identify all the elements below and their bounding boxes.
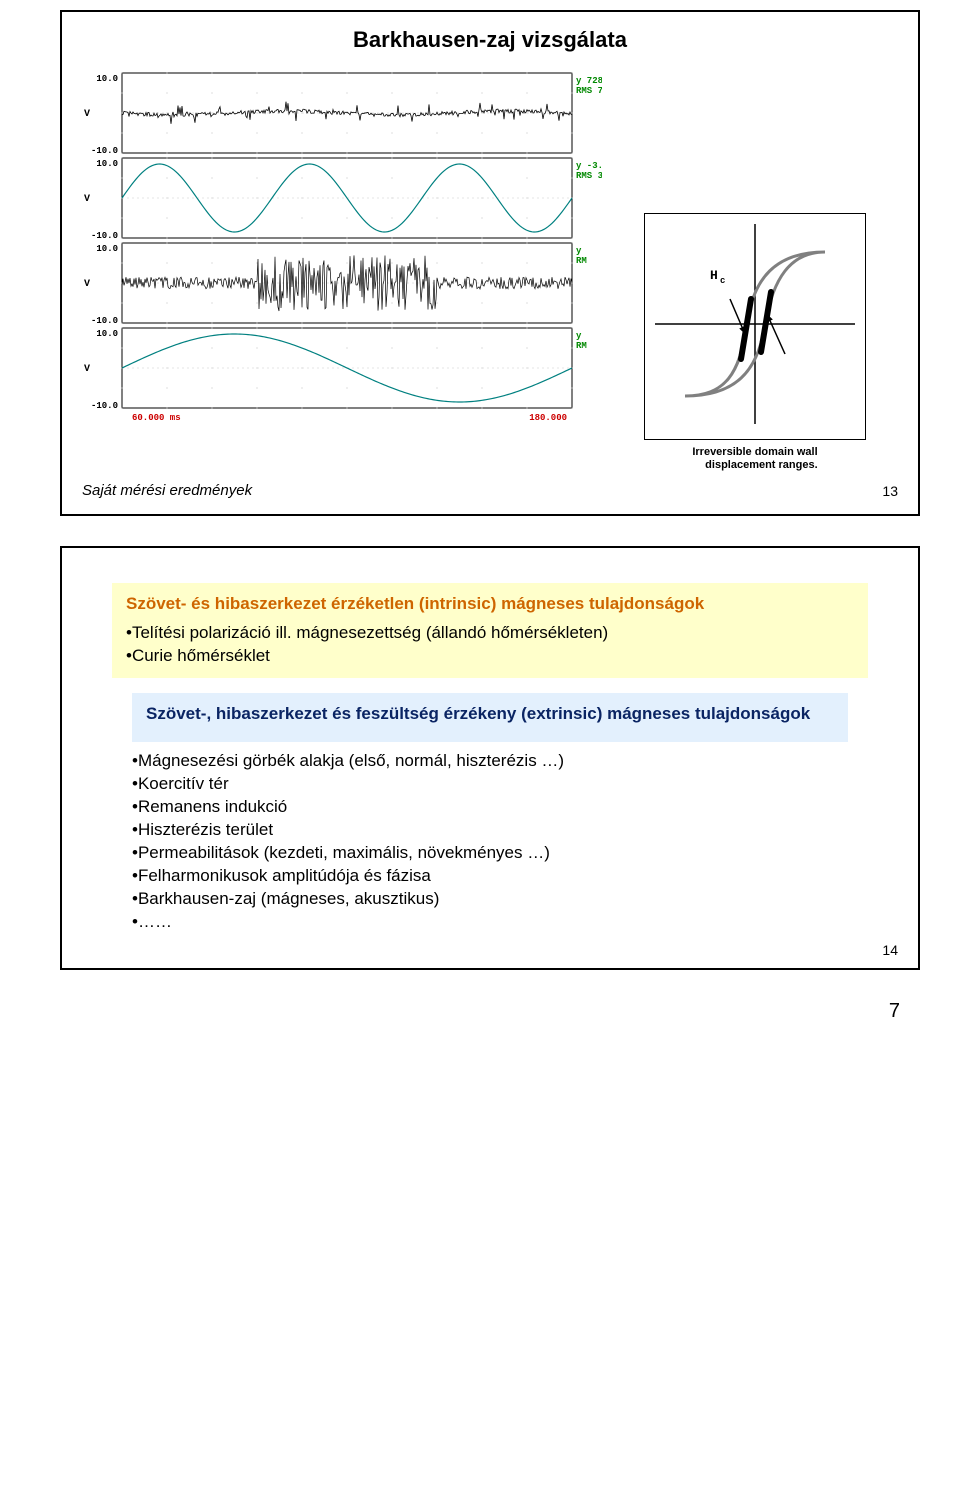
svg-text:RMS 728.000 mV: RMS 728.000 mV (576, 86, 602, 96)
svg-text:V: V (84, 194, 90, 205)
slide-1: Barkhausen-zaj vizsgálata 10.0 -10.0 Vy 72… (60, 10, 920, 516)
svg-text:H: H (710, 268, 718, 283)
svg-text:y: y (576, 331, 582, 341)
bullet-item: •Permeabilitások (kezdeti, maximális, nö… (132, 842, 848, 865)
svg-text:RM: RM (576, 256, 587, 266)
svg-text:10.0: 10.0 (96, 74, 118, 84)
waveform-column: 10.0 -10.0 Vy 728.000 mVRMS 728.000 mV 10.0… (82, 63, 602, 428)
svg-text:60.000 ms: 60.000 ms (132, 413, 181, 423)
svg-text:10.0: 10.0 (96, 159, 118, 169)
svg-text:y: y (576, 246, 582, 256)
extrinsic-heading: Szövet-, hibaszerkezet és feszültség érz… (146, 703, 834, 726)
slide1-credit: Saját mérési eredmények (82, 482, 252, 499)
bullet-item: •Felharmonikusok amplitúdója és fázisa (132, 865, 848, 888)
caption-line2: displacement ranges. (705, 459, 818, 471)
extrinsic-bullets: •Mágnesezési görbék alakja (első, normál… (132, 750, 848, 934)
hysteresis-svg: Hc (655, 224, 855, 424)
intrinsic-bullets: •Telítési polarizáció ill. mágnesezettsé… (126, 622, 854, 668)
intrinsic-box: Szövet- és hibaszerkezet érzéketlen (int… (112, 583, 868, 678)
slide2-number: 14 (82, 942, 898, 958)
svg-text:y -3.960 V: y -3.960 V (576, 161, 602, 171)
slide-2: Szövet- és hibaszerkezet érzéketlen (int… (60, 546, 920, 969)
svg-text:V: V (84, 364, 90, 375)
svg-text:V: V (84, 109, 90, 120)
slide1-footer: Saját mérési eredmények 13 (82, 482, 898, 499)
svg-text:y 728.000 mV: y 728.000 mV (576, 76, 602, 86)
slide1-charts: 10.0 -10.0 Vy 728.000 mVRMS 728.000 mV 10.0… (82, 63, 898, 472)
hysteresis-box: Hc (644, 213, 866, 440)
bullet-item: •Hiszterézis terület (132, 819, 848, 842)
slide1-number: 13 (882, 483, 898, 499)
hysteresis-column: Hc Irreversible domain wall displacement… (612, 63, 898, 472)
waveform-svg: 10.0 -10.0 Vy 728.000 mVRMS 728.000 mV 10.0… (82, 63, 602, 423)
svg-text:10.0: 10.0 (96, 329, 118, 339)
svg-text:V: V (84, 279, 90, 290)
bullet-item: •Curie hőmérséklet (126, 645, 854, 668)
bullet-item: •Koercitív tér (132, 773, 848, 796)
bullet-item: •…… (132, 911, 848, 934)
slide1-title: Barkhausen-zaj vizsgálata (82, 27, 898, 53)
hysteresis-caption: Irreversible domain wall displacement ra… (692, 446, 817, 472)
svg-text:-10.0: -10.0 (91, 316, 118, 326)
extrinsic-box: Szövet-, hibaszerkezet és feszültség érz… (132, 693, 848, 742)
svg-text:-10.0: -10.0 (91, 231, 118, 241)
bullet-item: •Telítési polarizáció ill. mágnesezettsé… (126, 622, 854, 645)
svg-text:10.0: 10.0 (96, 244, 118, 254)
intrinsic-heading: Szövet- és hibaszerkezet érzéketlen (int… (126, 593, 854, 616)
caption-line1: Irreversible domain wall (692, 446, 817, 458)
svg-text:RM: RM (576, 341, 587, 351)
svg-text:RMS 3.960 V: RMS 3.960 V (576, 171, 602, 181)
svg-text:180.000: 180.000 (529, 413, 567, 423)
page-number: 7 (60, 1000, 900, 1023)
svg-text:-10.0: -10.0 (91, 401, 118, 411)
bullet-item: •Remanens indukció (132, 796, 848, 819)
bullet-item: •Mágnesezési görbék alakja (első, normál… (132, 750, 848, 773)
svg-text:-10.0: -10.0 (91, 146, 118, 156)
bullet-item: •Barkhausen-zaj (mágneses, akusztikus) (132, 888, 848, 911)
svg-text:c: c (720, 276, 725, 286)
